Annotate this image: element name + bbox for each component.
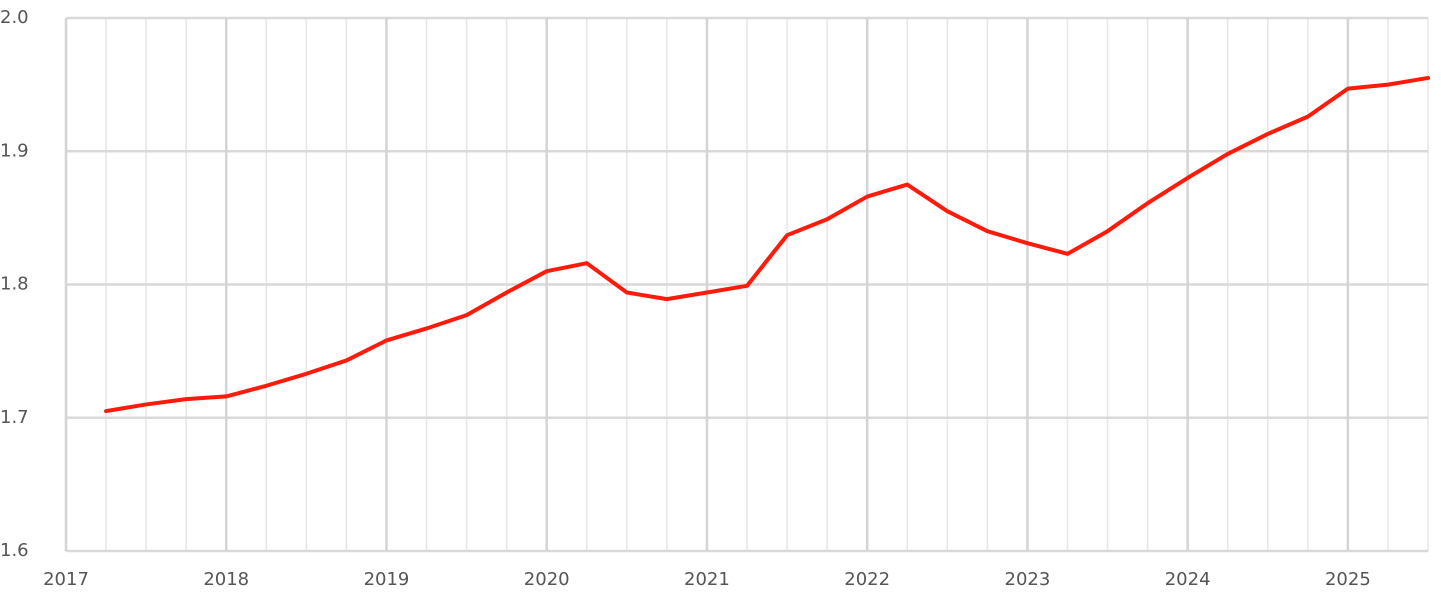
y-tick-label: 1.6: [0, 540, 29, 561]
y-tick-label: 1.8: [0, 274, 29, 295]
x-tick-label: 2019: [364, 569, 410, 590]
x-tick-label: 2024: [1165, 569, 1211, 590]
x-tick-label: 2020: [524, 569, 570, 590]
x-tick-label: 2018: [203, 569, 249, 590]
line-series: [104, 75, 1430, 414]
x-tick-label: 2021: [684, 569, 730, 590]
x-tick-label: 2022: [844, 569, 890, 590]
y-tick-label: 2.0: [0, 7, 29, 28]
x-tick-label: 2017: [43, 569, 89, 590]
x-tick-label: 2023: [1005, 569, 1051, 590]
y-tick-label: 1.7: [0, 407, 29, 428]
y-tick-label: 1.9: [0, 140, 29, 161]
x-tick-label: 2025: [1325, 569, 1371, 590]
